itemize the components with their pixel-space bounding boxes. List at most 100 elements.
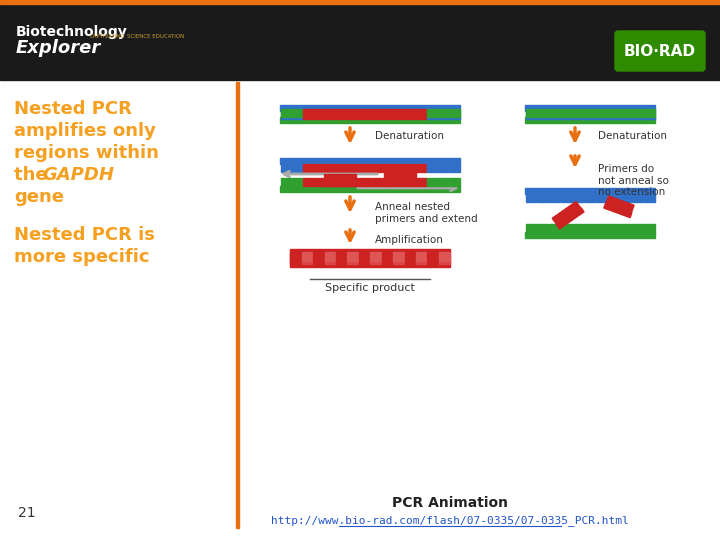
Bar [620, 224, 631, 232]
Bar [290, 252, 301, 261]
Bar [606, 196, 614, 206]
Bar [337, 109, 347, 117]
Text: SCIENCE EDUCATION: SCIENCE EDUCATION [127, 33, 184, 38]
Bar [0, 0, 720, 4]
Bar [438, 109, 449, 117]
Bar [0, 0, 720, 80]
Bar [292, 111, 302, 119]
Bar [313, 255, 324, 264]
Text: CAPTIVATING: CAPTIVATING [90, 33, 125, 38]
Bar [303, 109, 313, 117]
Bar [393, 111, 403, 119]
Bar [526, 194, 536, 202]
Text: GAPDH: GAPDH [42, 166, 114, 184]
Bar [449, 109, 459, 117]
Bar [416, 252, 427, 261]
Bar [585, 109, 595, 117]
Bar [325, 252, 336, 261]
Text: Amplification: Amplification [375, 235, 444, 245]
Bar [596, 194, 607, 202]
Bar [604, 204, 632, 218]
Bar [449, 111, 459, 119]
Bar [348, 178, 359, 186]
Text: gene: gene [14, 188, 64, 206]
Bar [325, 178, 336, 186]
Bar [333, 174, 340, 181]
Bar [348, 174, 356, 181]
Bar [644, 109, 654, 117]
Bar [626, 203, 634, 213]
Bar [557, 208, 584, 229]
Bar [585, 224, 595, 232]
Bar [552, 214, 562, 225]
Bar [236, 82, 239, 528]
Text: 21: 21 [18, 506, 35, 520]
Bar [371, 111, 381, 119]
Bar [281, 178, 291, 186]
Bar [632, 111, 643, 119]
Bar [404, 109, 415, 117]
Bar [561, 109, 572, 117]
Bar [324, 174, 331, 181]
Bar [415, 164, 426, 172]
Bar [290, 249, 450, 255]
Bar [384, 170, 392, 177]
Bar [371, 178, 381, 186]
Bar [337, 111, 347, 119]
Bar [405, 255, 415, 264]
Bar [348, 109, 359, 117]
Bar [404, 178, 415, 186]
Bar [314, 111, 325, 119]
Bar [525, 105, 655, 111]
Text: more specific: more specific [14, 248, 150, 266]
Bar [303, 178, 313, 186]
Bar [382, 255, 392, 264]
Bar [325, 255, 336, 264]
Bar [438, 178, 449, 186]
Bar [348, 164, 359, 172]
Bar [325, 111, 336, 119]
Bar [525, 117, 655, 123]
Text: Biotechnology: Biotechnology [16, 25, 127, 39]
Bar [393, 164, 403, 172]
Text: Nested PCR: Nested PCR [14, 100, 132, 118]
Bar [336, 255, 346, 264]
Bar [281, 164, 291, 172]
Bar [428, 255, 438, 264]
Bar [404, 111, 415, 119]
Bar [537, 194, 548, 202]
Bar [608, 194, 619, 202]
Bar [428, 252, 438, 261]
Bar [314, 178, 325, 186]
Bar [348, 255, 358, 264]
Bar [549, 194, 560, 202]
Bar [549, 111, 560, 119]
Bar [281, 109, 291, 117]
Bar [561, 224, 572, 232]
Bar [537, 111, 548, 119]
Bar [549, 109, 560, 117]
Text: Nested PCR is: Nested PCR is [14, 226, 155, 244]
Bar [427, 178, 437, 186]
Text: Denaturation: Denaturation [598, 131, 667, 141]
Bar [644, 224, 654, 232]
Bar [302, 252, 312, 261]
Bar [585, 194, 595, 202]
Bar [585, 111, 595, 119]
Bar [613, 198, 621, 208]
Bar [620, 111, 631, 119]
Bar [408, 170, 415, 177]
Text: PCR Animation: PCR Animation [392, 496, 508, 510]
Bar [292, 178, 302, 186]
Bar [564, 206, 575, 216]
Text: http://www.bio-rad.com/flash/07-0335/07-0335_PCR.html: http://www.bio-rad.com/flash/07-0335/07-… [271, 515, 629, 526]
Bar [337, 178, 347, 186]
Bar [359, 178, 369, 186]
Bar [525, 232, 655, 238]
Bar [359, 109, 369, 117]
Bar [371, 109, 381, 117]
Bar [439, 252, 449, 261]
Bar [303, 111, 313, 119]
Bar [359, 252, 369, 261]
Bar [370, 255, 381, 264]
